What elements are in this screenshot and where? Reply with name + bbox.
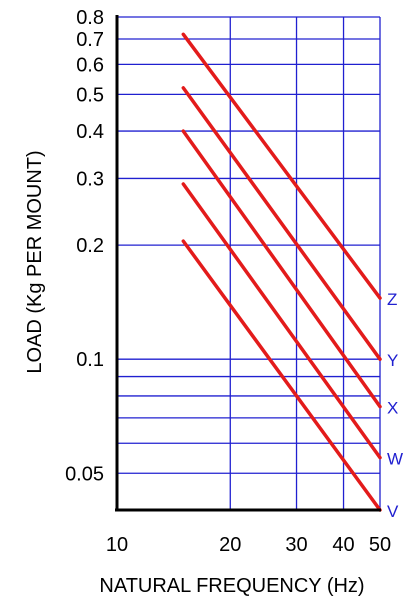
y-tick-label-0-4: 0.4 xyxy=(76,121,104,143)
y-tick-label-0-1: 0.1 xyxy=(76,349,104,371)
x-tick-label-10: 10 xyxy=(106,534,128,556)
series-lines xyxy=(181,32,382,512)
series-line-z xyxy=(181,32,382,300)
series-label-z: Z xyxy=(387,290,397,309)
x-tick-label-30: 30 xyxy=(285,534,307,556)
y-tick-label-0-05: 0.05 xyxy=(65,463,104,485)
x-tick-label-50: 50 xyxy=(369,534,391,556)
y-axis-label: LOAD (Kg PER MOUNT) xyxy=(24,150,46,373)
series-line-w xyxy=(181,182,382,460)
series-line-v xyxy=(181,239,382,512)
y-tick-label-0-8: 0.8 xyxy=(76,7,104,29)
series-line-x xyxy=(181,129,382,409)
series-label-y: Y xyxy=(387,351,398,370)
y-tick-labels: 0.05 0.1 0.2 0.3 0.4 0.5 0.6 0.70.8 xyxy=(65,7,104,485)
y-tick-label-0-5: 0.5 xyxy=(76,84,104,106)
x-tick-label-20: 20 xyxy=(219,534,241,556)
x-tick-label-40: 40 xyxy=(332,534,354,556)
series-line-y xyxy=(181,86,382,361)
y-tick-label-0-7: 0.7 xyxy=(76,29,104,51)
series-label-x: X xyxy=(387,399,398,418)
series-labels: Z Y X W V xyxy=(387,290,403,521)
grid xyxy=(117,16,381,510)
y-tick-label-0-2: 0.2 xyxy=(76,235,104,257)
series-label-w: W xyxy=(387,450,403,469)
axes xyxy=(115,15,381,512)
x-axis-label: NATURAL FREQUENCY (Hz) xyxy=(99,575,364,597)
x-tick-labels: 10 20 30 40 50 xyxy=(106,534,391,556)
y-tick-label-0-3: 0.3 xyxy=(76,168,104,190)
y-tick-label-0-6: 0.6 xyxy=(76,54,104,76)
series-label-v: V xyxy=(387,502,399,521)
